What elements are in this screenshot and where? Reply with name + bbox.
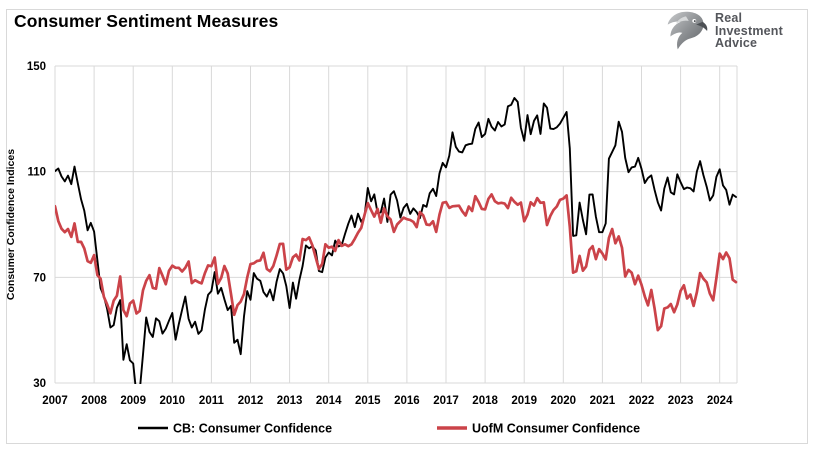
series-line-uofm <box>55 193 738 332</box>
y-tick-label: 110 <box>27 167 46 179</box>
legend-label-uofm: UofM Consumer Confidence <box>472 422 640 436</box>
eagle-icon <box>667 11 708 50</box>
y-axis-title: Consumer Confidence Indices <box>5 149 17 300</box>
x-tick-label: 2007 <box>42 395 68 407</box>
x-tick-label: 2010 <box>160 395 186 407</box>
brand-line-3: Advice <box>715 36 758 51</box>
x-tick-label: 2019 <box>511 395 537 407</box>
legend-label-cb: CB: Consumer Confidence <box>173 422 332 436</box>
brand-name: Real Investment Advice <box>715 12 783 50</box>
x-tick-label: 2024 <box>707 395 733 407</box>
x-tick-label: 2011 <box>199 395 225 407</box>
ria-logo: Real Investment Advice <box>664 9 783 53</box>
x-tick-label: 2009 <box>120 395 146 407</box>
x-tick-label: 2023 <box>668 395 694 407</box>
x-tick-label: 2022 <box>629 395 655 407</box>
x-tick-label: 2014 <box>316 395 342 407</box>
x-tick-label: 2012 <box>238 395 264 407</box>
x-tick-label: 2015 <box>355 395 381 407</box>
x-tick-label: 2013 <box>277 395 303 407</box>
x-tick-label: 2016 <box>394 395 420 407</box>
brand-line-2: Investment <box>715 23 783 38</box>
chart-title: Consumer Sentiment Measures <box>14 11 279 31</box>
y-tick-label: 70 <box>33 272 46 284</box>
x-tick-label: 2018 <box>472 395 498 407</box>
x-tick-label: 2008 <box>81 395 107 407</box>
brand-line-1: Real <box>715 11 743 26</box>
x-tick-label: 2017 <box>433 395 459 407</box>
x-tick-label: 2021 <box>590 395 616 407</box>
x-tick-label: 2020 <box>551 395 577 407</box>
y-tick-label: 150 <box>27 61 46 73</box>
y-tick-label: 30 <box>33 378 46 390</box>
series-line-cb <box>55 97 737 384</box>
